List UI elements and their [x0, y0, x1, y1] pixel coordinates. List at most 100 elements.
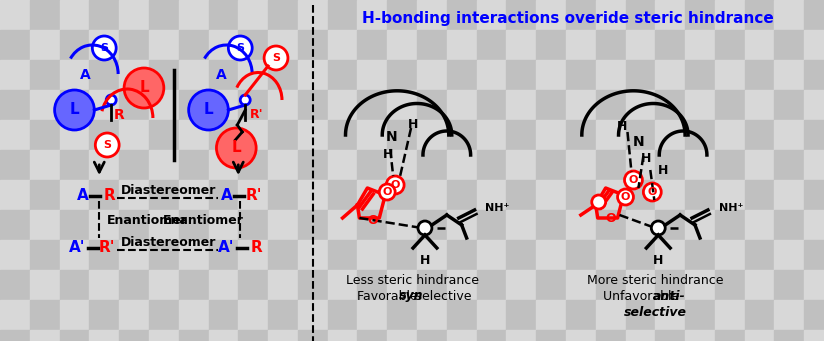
Bar	[328, 60, 358, 90]
Bar	[388, 270, 417, 300]
Text: H-bonding interactions overide steric hindrance: H-bonding interactions overide steric hi…	[362, 11, 774, 26]
Bar	[596, 240, 626, 270]
Bar	[238, 150, 268, 180]
Bar	[178, 270, 208, 300]
Bar	[566, 210, 596, 240]
Bar	[417, 0, 447, 30]
Bar	[149, 120, 178, 150]
Circle shape	[55, 90, 95, 130]
Bar	[208, 60, 238, 90]
Bar	[238, 120, 268, 150]
Bar	[745, 330, 774, 341]
Bar	[417, 90, 447, 120]
Bar	[715, 30, 745, 60]
Text: H: H	[383, 148, 393, 161]
Bar	[120, 180, 149, 210]
Bar	[30, 90, 60, 120]
Bar	[685, 30, 715, 60]
Bar	[774, 150, 804, 180]
Bar	[774, 330, 804, 341]
Bar	[536, 180, 566, 210]
Bar	[0, 30, 30, 60]
Bar	[388, 150, 417, 180]
Bar	[120, 30, 149, 60]
Bar	[745, 180, 774, 210]
Bar	[596, 300, 626, 330]
Bar	[60, 120, 90, 150]
Bar	[358, 180, 388, 210]
Bar	[328, 0, 358, 30]
Bar	[804, 300, 830, 330]
Bar	[0, 330, 30, 341]
Text: N: N	[385, 130, 397, 144]
Bar	[566, 270, 596, 300]
Bar	[120, 120, 149, 150]
Text: R': R'	[246, 189, 262, 204]
Bar	[685, 270, 715, 300]
Bar	[178, 90, 208, 120]
Bar	[596, 0, 626, 30]
Bar	[238, 60, 268, 90]
Bar	[566, 0, 596, 30]
Bar	[745, 210, 774, 240]
Bar	[596, 270, 626, 300]
Circle shape	[652, 221, 665, 235]
Bar	[596, 60, 626, 90]
Bar	[358, 210, 388, 240]
Bar	[685, 300, 715, 330]
Bar	[656, 150, 685, 180]
Bar	[685, 180, 715, 210]
Text: A: A	[221, 189, 232, 204]
Text: Unfavorable: Unfavorable	[603, 290, 683, 302]
Bar	[804, 30, 830, 60]
Text: O: O	[390, 180, 400, 190]
Bar	[90, 90, 120, 120]
Bar	[685, 90, 715, 120]
Bar	[774, 120, 804, 150]
Text: O: O	[629, 175, 638, 185]
Bar	[120, 90, 149, 120]
Bar	[685, 150, 715, 180]
Bar	[715, 180, 745, 210]
Bar	[0, 240, 30, 270]
Bar	[328, 120, 358, 150]
Circle shape	[95, 133, 120, 157]
Bar	[566, 120, 596, 150]
Bar	[626, 330, 656, 341]
Bar	[149, 270, 178, 300]
Bar	[447, 180, 476, 210]
Bar	[238, 30, 268, 60]
Bar	[626, 30, 656, 60]
Bar	[774, 60, 804, 90]
Bar	[566, 180, 596, 210]
Bar	[715, 210, 745, 240]
Bar	[328, 210, 358, 240]
Bar	[238, 0, 268, 30]
Bar	[774, 210, 804, 240]
Bar	[715, 300, 745, 330]
Bar	[596, 150, 626, 180]
Text: Enantiomer: Enantiomer	[164, 213, 244, 226]
Bar	[328, 30, 358, 60]
Bar	[685, 60, 715, 90]
Bar	[268, 30, 298, 60]
Bar	[506, 30, 536, 60]
Text: H: H	[618, 120, 627, 133]
Bar	[268, 60, 298, 90]
Text: L: L	[139, 80, 149, 95]
Bar	[626, 120, 656, 150]
Bar	[238, 210, 268, 240]
Bar	[30, 330, 60, 341]
Bar	[626, 150, 656, 180]
Bar	[506, 120, 536, 150]
Bar	[178, 120, 208, 150]
Bar	[715, 330, 745, 341]
Bar	[298, 90, 328, 120]
Bar	[120, 270, 149, 300]
Bar	[447, 90, 476, 120]
Bar	[268, 210, 298, 240]
Circle shape	[386, 176, 404, 194]
Bar	[60, 210, 90, 240]
Bar	[745, 300, 774, 330]
Bar	[120, 210, 149, 240]
